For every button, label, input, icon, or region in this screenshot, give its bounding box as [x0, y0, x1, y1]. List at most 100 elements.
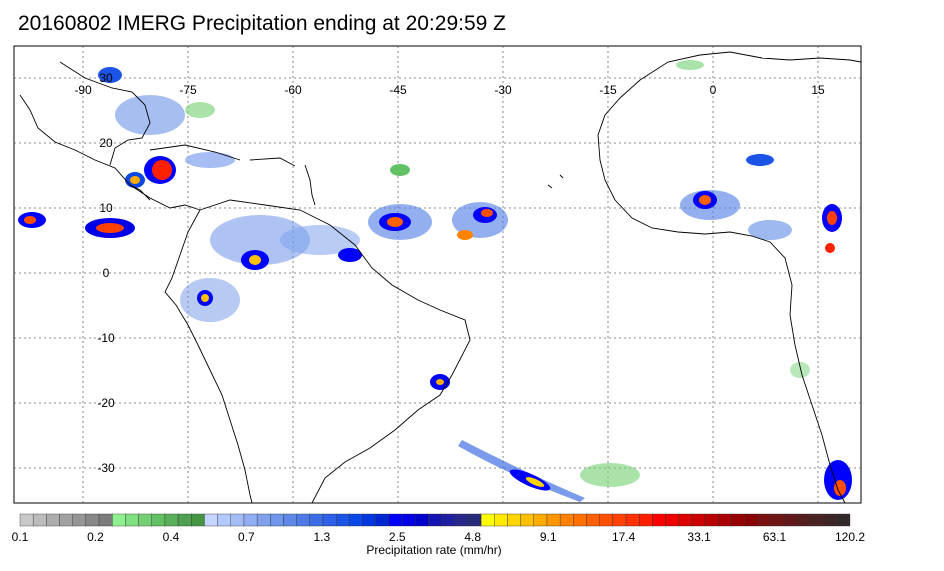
lon-label: 15: [811, 83, 825, 97]
colorbar-tick-label: 0.1: [11, 530, 29, 544]
rain-cell: [130, 176, 140, 184]
colorbar-swatch: [59, 513, 73, 527]
rain-cell: [525, 477, 545, 487]
colorbar-swatch: [388, 513, 403, 527]
colorbar-tick-label: 120.2: [834, 530, 866, 544]
colorbar-swatch: [72, 513, 87, 527]
rain-cell: [201, 294, 209, 302]
coast-hispaniola: [249, 157, 296, 167]
colorbar-swatch: [520, 513, 535, 527]
colorbar-swatch: [625, 513, 640, 527]
colorbar-swatch: [335, 513, 350, 527]
rain-cell: [457, 230, 473, 240]
colorbar-swatch: [573, 513, 587, 527]
colorbar-swatch: [533, 513, 548, 527]
colorbar-swatch: [783, 513, 798, 527]
lon-label: -90: [74, 83, 92, 97]
colorbar-swatch: [283, 513, 297, 527]
rain-cell: [580, 463, 640, 487]
rain-cell: [115, 95, 185, 135]
colorbar-swatch: [125, 513, 139, 527]
colorbar-swatch: [507, 513, 521, 527]
rain-cell: [152, 160, 172, 180]
colorbar-swatch: [757, 513, 772, 527]
colorbar-swatch: [375, 513, 390, 527]
map-title: 20160802 IMERG Precipitation ending at 2…: [18, 12, 506, 35]
rain-cell: [834, 480, 846, 496]
colorbar-swatch: [46, 513, 60, 527]
colorbar-tick-label: 0.2: [87, 530, 104, 544]
rain-cell: [827, 211, 837, 225]
rain-cell: [825, 243, 835, 253]
colorbar-swatch: [362, 513, 376, 527]
rain-cell: [249, 255, 261, 265]
colorbar-swatch: [639, 513, 653, 527]
rain-cell: [185, 152, 235, 168]
colorbar-swatch: [428, 513, 442, 527]
lon-label: 0: [710, 83, 717, 97]
rain-cell: [98, 67, 122, 83]
colorbar-tick-label: 63.1: [762, 530, 787, 544]
lon-label: -30: [494, 83, 512, 97]
colorbar-swatch: [599, 513, 614, 527]
coast-cuba: [149, 144, 241, 161]
rain-cell: [748, 220, 792, 240]
lon-label: -15: [599, 83, 617, 97]
colorbar-swatch: [480, 513, 495, 527]
rain-cells: [18, 60, 852, 502]
colorbar-swatch: [296, 513, 311, 527]
colorbar-swatch: [256, 513, 271, 527]
rain-cell: [746, 154, 774, 166]
lat-label: -30: [97, 461, 115, 475]
colorbar-swatch: [678, 513, 693, 527]
coast-south-america: [164, 199, 471, 503]
rain-cell: [481, 209, 493, 217]
lat-label: -10: [97, 331, 115, 345]
lat-label: -20: [97, 396, 115, 410]
colorbar-swatch: [270, 513, 284, 527]
rain-cell: [387, 217, 403, 227]
coast-africa: [597, 51, 861, 503]
colorbar-swatch: [415, 513, 429, 527]
colorbar-swatch: [98, 513, 113, 527]
colorbar-swatch: [204, 513, 218, 527]
colorbar-swatch: [494, 513, 508, 527]
colorbar-swatch: [401, 513, 416, 527]
colorbar-swatch: [138, 513, 152, 527]
rain-cell: [185, 102, 215, 118]
lon-label: -60: [284, 83, 302, 97]
rain-cell: [676, 60, 704, 70]
colorbar-swatch: [823, 513, 838, 527]
colorbar-swatch: [309, 513, 324, 527]
colorbar-swatch: [19, 513, 34, 527]
colorbar-tick-label: 1.3: [313, 530, 331, 544]
colorbar-swatch: [546, 513, 561, 527]
coast-gulf: [59, 61, 151, 166]
colorbar-tick-label: 9.1: [539, 530, 557, 544]
coast-central-america: [19, 94, 201, 211]
colorbar-swatch: [691, 513, 706, 527]
colorbar-swatch: [177, 513, 192, 527]
colorbar-swatch: [191, 513, 205, 527]
colorbar-swatch: [797, 513, 811, 527]
rain-cell: [790, 362, 810, 378]
colorbar-swatch: [349, 513, 363, 527]
colorbar-tick-label: 17.4: [611, 530, 636, 544]
colorbar-tick-label: 0.7: [238, 530, 255, 544]
rain-cell: [699, 195, 711, 205]
lon-label: -75: [179, 83, 197, 97]
colorbar-swatch: [454, 513, 469, 527]
rain-cell: [24, 216, 36, 224]
colorbar-swatch: [810, 513, 824, 527]
colorbar-swatch: [85, 513, 100, 527]
colorbar-swatch: [164, 513, 179, 527]
rain-cell: [390, 164, 410, 176]
rain-cell: [338, 248, 362, 262]
colorbar-swatch: [652, 513, 666, 527]
colorbar-swatch: [467, 513, 482, 527]
colorbar-swatches: [19, 513, 851, 527]
colorbar-swatch: [32, 513, 47, 527]
coast-islands: [547, 174, 564, 189]
